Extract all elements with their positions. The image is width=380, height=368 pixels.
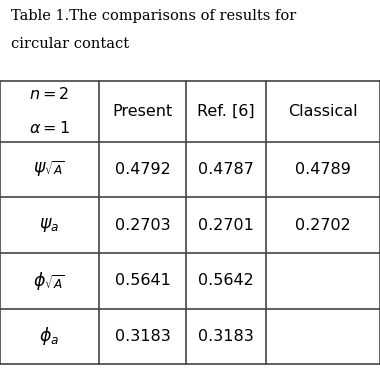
Text: Present: Present (112, 104, 173, 119)
Text: Classical: Classical (288, 104, 358, 119)
Text: 0.4792: 0.4792 (115, 162, 170, 177)
Text: Ref. [6]: Ref. [6] (197, 104, 255, 119)
Text: 0.2702: 0.2702 (295, 218, 351, 233)
Text: circular contact: circular contact (11, 37, 130, 51)
Text: $\phi_{\sqrt{A}}$: $\phi_{\sqrt{A}}$ (33, 270, 65, 292)
Text: 0.3183: 0.3183 (115, 329, 170, 344)
Text: 0.5642: 0.5642 (198, 273, 254, 289)
Text: 0.5641: 0.5641 (114, 273, 171, 289)
Text: $\alpha=1$: $\alpha=1$ (29, 120, 70, 136)
Text: $\psi_{a}$: $\psi_{a}$ (40, 216, 59, 234)
Text: 0.2703: 0.2703 (115, 218, 170, 233)
Text: $n=2$: $n=2$ (29, 86, 70, 102)
Text: $\phi_{a}$: $\phi_{a}$ (40, 325, 59, 347)
Text: $\psi_{\sqrt{A}}$: $\psi_{\sqrt{A}}$ (33, 160, 65, 179)
Text: 0.2701: 0.2701 (198, 218, 254, 233)
Text: 0.3183: 0.3183 (198, 329, 254, 344)
Text: Table 1.The comparisons of results for: Table 1.The comparisons of results for (11, 9, 297, 23)
Text: 0.4787: 0.4787 (198, 162, 254, 177)
Text: 0.4789: 0.4789 (295, 162, 351, 177)
